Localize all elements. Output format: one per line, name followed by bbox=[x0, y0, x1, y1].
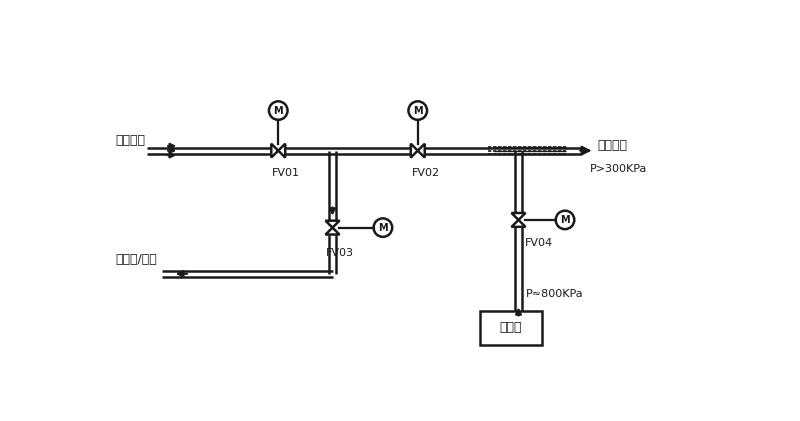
Text: 前级泵站: 前级泵站 bbox=[115, 134, 146, 147]
Text: P≈800KPa: P≈800KPa bbox=[526, 289, 584, 299]
Circle shape bbox=[409, 101, 427, 120]
Circle shape bbox=[374, 218, 392, 237]
Text: M: M bbox=[413, 106, 422, 116]
Text: 主泵入口: 主泵入口 bbox=[598, 139, 627, 152]
Polygon shape bbox=[326, 221, 339, 228]
Polygon shape bbox=[271, 144, 278, 157]
Circle shape bbox=[269, 101, 287, 120]
Text: FV04: FV04 bbox=[525, 237, 553, 248]
Circle shape bbox=[556, 210, 574, 229]
Polygon shape bbox=[511, 213, 526, 220]
Text: M: M bbox=[378, 223, 388, 233]
Polygon shape bbox=[278, 144, 286, 157]
Text: M: M bbox=[274, 106, 283, 116]
Polygon shape bbox=[410, 144, 418, 157]
Text: FV02: FV02 bbox=[411, 168, 439, 178]
Text: FV03: FV03 bbox=[326, 248, 354, 258]
FancyBboxPatch shape bbox=[480, 311, 542, 345]
Polygon shape bbox=[326, 228, 339, 234]
Polygon shape bbox=[511, 220, 526, 227]
Text: 螺料泵: 螺料泵 bbox=[499, 321, 522, 334]
Polygon shape bbox=[418, 144, 425, 157]
Text: P>300KPa: P>300KPa bbox=[590, 165, 647, 174]
Text: FV01: FV01 bbox=[272, 168, 300, 178]
Text: M: M bbox=[560, 215, 570, 225]
Text: 搅拌槽/水池: 搅拌槽/水池 bbox=[115, 253, 158, 266]
